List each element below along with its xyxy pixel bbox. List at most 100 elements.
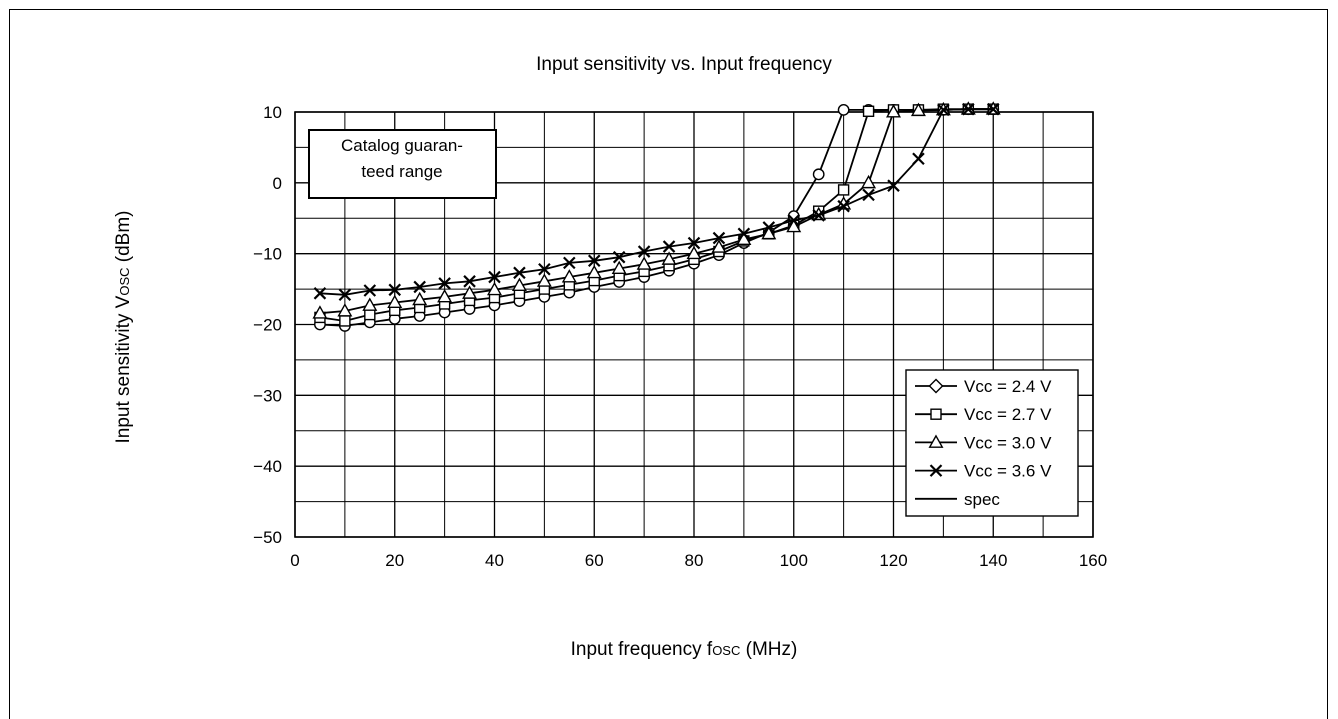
data-point xyxy=(561,269,577,283)
data-point xyxy=(337,303,353,317)
data-point xyxy=(437,288,453,303)
legend-entry: spec xyxy=(915,490,1000,509)
data-point xyxy=(912,152,925,166)
legend-marker xyxy=(930,408,942,420)
data-point xyxy=(586,264,602,279)
data-point xyxy=(388,283,402,297)
data-point xyxy=(862,105,875,117)
y-tick-label: 10 xyxy=(263,103,282,122)
data-point xyxy=(536,273,552,287)
data-point xyxy=(862,188,875,202)
y-tick-label: −10 xyxy=(253,245,282,264)
data-point xyxy=(612,250,626,264)
data-point xyxy=(762,221,776,234)
legend-marker xyxy=(929,464,943,477)
figure-frame xyxy=(9,9,1328,719)
data-point xyxy=(611,260,627,275)
data-point xyxy=(737,227,751,241)
series-layer xyxy=(312,101,1001,332)
legend-label: Vcc = 3.6 V xyxy=(964,462,1052,481)
x-tick-label: 20 xyxy=(385,551,404,570)
data-point xyxy=(736,231,752,246)
data-point xyxy=(937,103,950,117)
data-point xyxy=(363,284,377,297)
data-point xyxy=(661,251,677,265)
data-point xyxy=(711,239,727,253)
x-tick-label: 140 xyxy=(979,551,1007,570)
data-point xyxy=(637,245,651,258)
legend-label: spec xyxy=(964,490,1000,509)
data-point xyxy=(511,277,527,292)
x-tick-label: 0 xyxy=(290,551,299,570)
annotation-box: Catalog guaran- teed range xyxy=(308,129,497,199)
legend-marker xyxy=(928,378,944,394)
y-axis-label-sub: OSC xyxy=(117,267,132,295)
x-axis-label-sub: OSC xyxy=(712,643,740,658)
plot-area-border xyxy=(294,111,1094,538)
x-tick-label: 100 xyxy=(780,551,808,570)
data-point xyxy=(837,184,850,196)
legend-entry: Vcc = 2.7 V xyxy=(915,405,1052,424)
data-point xyxy=(364,308,376,321)
data-point xyxy=(837,199,850,213)
data-point xyxy=(339,315,351,327)
legend-entry: Vcc = 2.4 V xyxy=(915,377,1052,396)
legend-label: Vcc = 2.7 V xyxy=(964,405,1052,424)
x-axis-label: Input frequency fOSC (MHz) xyxy=(571,639,798,660)
data-point xyxy=(812,168,825,181)
y-axis-label: Input sensitivity VOSC (dBm) xyxy=(113,210,134,443)
data-point xyxy=(636,256,652,270)
series-4 xyxy=(313,102,1000,302)
data-point xyxy=(362,297,378,311)
legend-marker xyxy=(928,434,944,448)
x-tick-label: 160 xyxy=(1079,551,1107,570)
data-point xyxy=(387,294,403,309)
y-tick-labels: 10 0 −10 −20 −30 −40 −50 xyxy=(253,103,282,547)
data-point xyxy=(438,277,451,290)
x-tick-label: 80 xyxy=(685,551,704,570)
annotation-line-2: teed range xyxy=(361,162,442,181)
annotation-line-1: Catalog guaran- xyxy=(341,136,463,155)
data-point xyxy=(861,174,877,189)
legend-entry: Vcc = 3.0 V xyxy=(915,433,1052,452)
x-tick-labels: 0 20 40 60 80 100 120 140 160 xyxy=(290,551,1107,570)
data-point xyxy=(910,102,926,117)
legend-entry: Vcc = 3.6 V xyxy=(915,462,1052,481)
x-tick-label: 60 xyxy=(585,551,604,570)
data-point xyxy=(962,102,975,116)
data-point xyxy=(687,236,701,250)
data-point xyxy=(787,214,801,227)
data-point xyxy=(412,291,428,306)
data-point xyxy=(462,285,478,299)
data-point xyxy=(686,245,702,260)
data-point xyxy=(837,103,850,116)
data-point xyxy=(886,104,901,118)
data-point xyxy=(712,231,726,245)
data-point xyxy=(413,280,426,294)
data-point xyxy=(338,288,352,302)
series-line xyxy=(319,108,994,322)
x-tick-label: 40 xyxy=(485,551,504,570)
data-point xyxy=(563,256,576,270)
data-point xyxy=(986,102,1000,116)
data-point xyxy=(662,240,676,253)
data-point xyxy=(786,218,802,233)
data-point xyxy=(887,179,900,192)
y-axis-label-main: Input sensitivity V xyxy=(113,295,134,443)
data-point xyxy=(587,254,601,268)
x-tick-label: 120 xyxy=(879,551,907,570)
data-point xyxy=(538,262,551,276)
series-line xyxy=(319,108,994,315)
y-tick-label: −50 xyxy=(253,528,282,547)
data-point xyxy=(812,209,825,222)
y-tick-label: −30 xyxy=(253,386,282,405)
y-tick-label: 0 xyxy=(273,174,282,193)
y-tick-label: −40 xyxy=(253,457,282,476)
x-axis-label-unit: (MHz) xyxy=(740,639,797,660)
y-axis-label-unit: (dBm) xyxy=(113,210,134,267)
legend-label: Vcc = 2.4 V xyxy=(964,377,1052,396)
data-point xyxy=(513,266,526,280)
x-axis-label-main: Input frequency f xyxy=(571,639,713,660)
y-tick-label: −20 xyxy=(253,316,282,335)
